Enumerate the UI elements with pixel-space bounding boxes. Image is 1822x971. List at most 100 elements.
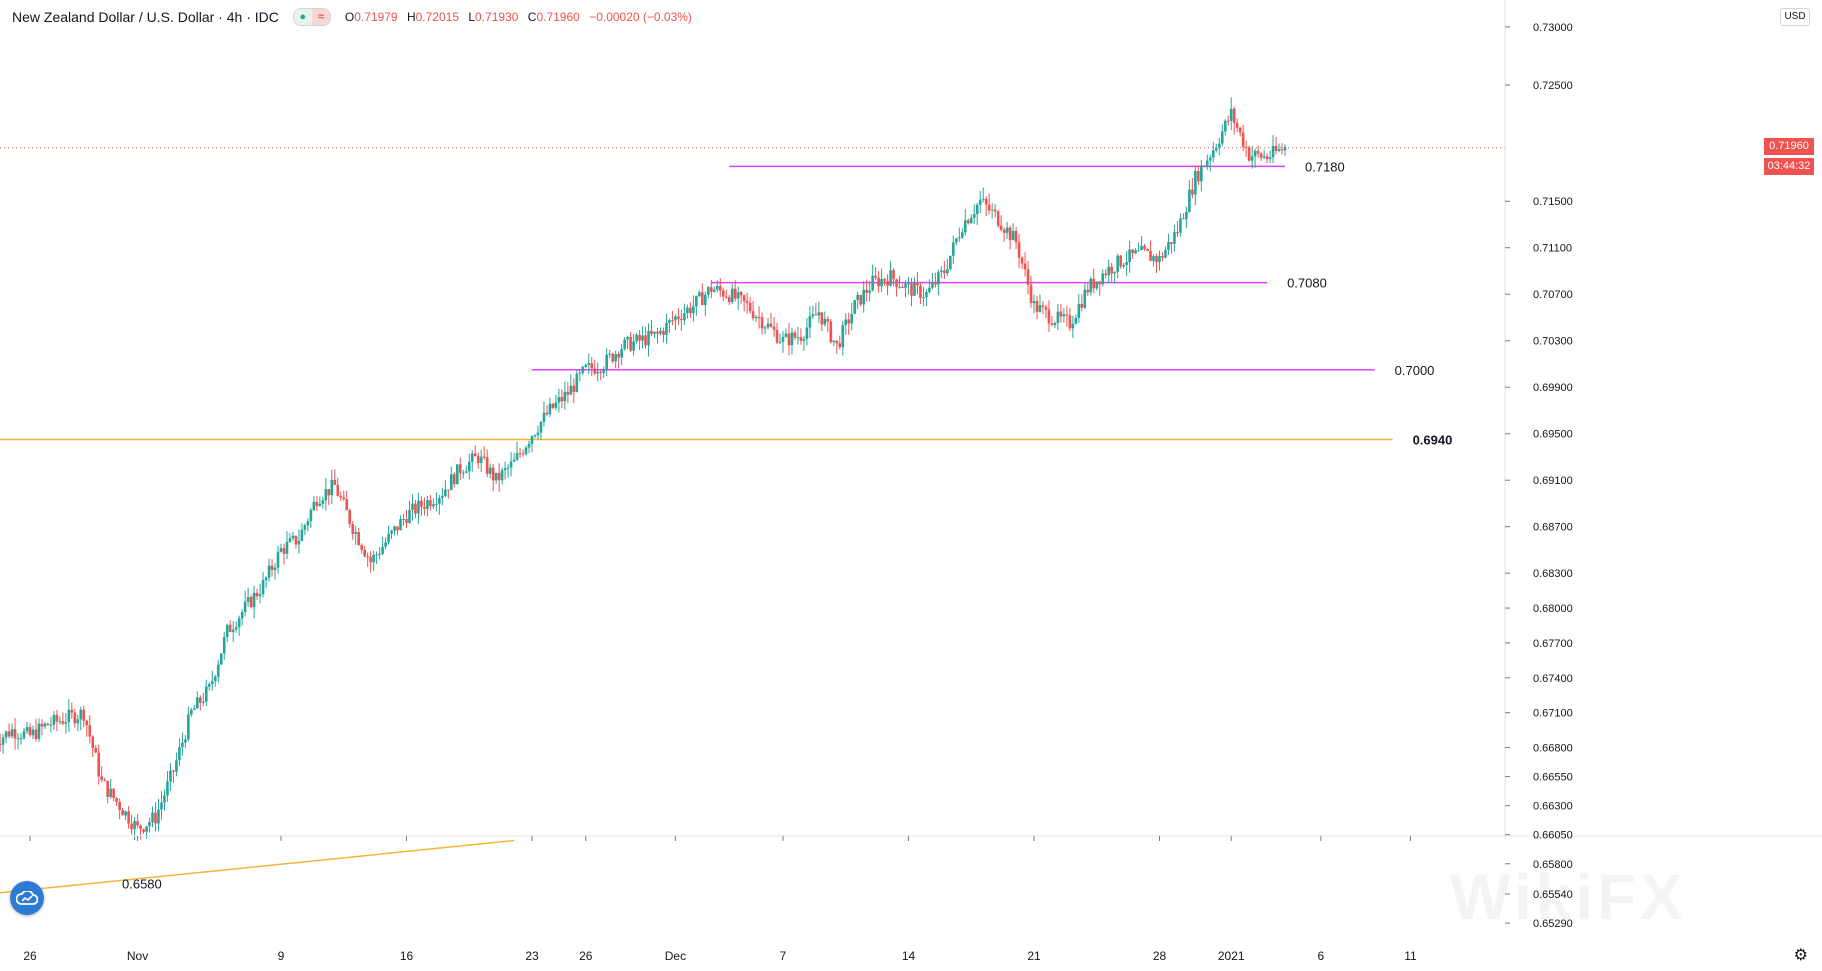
candle-body xyxy=(210,681,214,685)
candle-body xyxy=(124,811,127,816)
candle-body xyxy=(647,330,650,346)
candle xyxy=(121,808,124,816)
candle-body xyxy=(805,327,809,339)
candle-body xyxy=(1122,265,1125,267)
candle-body xyxy=(955,238,958,243)
candle-body xyxy=(850,313,854,324)
candle xyxy=(321,496,325,509)
candle xyxy=(447,489,450,499)
candle-body xyxy=(1020,257,1024,264)
candle xyxy=(560,389,564,408)
gear-icon[interactable]: ⚙ xyxy=(1793,947,1808,964)
candle-body xyxy=(868,290,871,293)
candle xyxy=(1152,254,1155,267)
candle-body xyxy=(441,496,444,498)
indicator-badge[interactable]: ● ≈ xyxy=(292,8,331,26)
candle xyxy=(390,529,393,540)
candle-body xyxy=(444,489,447,497)
candle xyxy=(638,330,641,350)
candle xyxy=(112,788,115,802)
candle-body xyxy=(136,821,139,826)
candle-body xyxy=(671,320,674,322)
candle xyxy=(360,543,363,554)
symbol-title[interactable]: New Zealand Dollar / U.S. Dollar · 4h · … xyxy=(12,9,279,25)
candle-body xyxy=(1089,278,1093,293)
candle xyxy=(172,769,175,784)
candle-body xyxy=(500,470,504,481)
candle-body xyxy=(515,453,519,460)
price-tick-label: 0.68700 xyxy=(1533,522,1573,534)
candle-body xyxy=(225,624,229,638)
candle-body xyxy=(1032,300,1036,304)
candle xyxy=(396,526,399,536)
candle xyxy=(689,302,692,318)
candle xyxy=(136,813,139,829)
candle xyxy=(659,327,662,336)
candle xyxy=(231,621,235,642)
candle-body xyxy=(799,337,803,341)
candle xyxy=(500,467,504,485)
candle-body xyxy=(246,596,250,602)
candle-body xyxy=(390,530,393,534)
candle-body xyxy=(718,286,722,291)
currency-button[interactable]: USD xyxy=(1780,8,1810,26)
candle-body xyxy=(653,331,656,334)
candle xyxy=(420,496,423,516)
low-value: 0.71930 xyxy=(475,10,519,24)
candle-body xyxy=(632,341,635,351)
candle xyxy=(73,708,77,728)
price-tick-label: 0.70700 xyxy=(1533,289,1573,301)
candle-body xyxy=(199,697,202,703)
candle-body xyxy=(485,457,489,474)
candle xyxy=(686,304,689,319)
candle-body xyxy=(823,318,827,325)
candle-body xyxy=(1220,131,1224,144)
candle-body xyxy=(0,743,2,745)
candle-body xyxy=(43,723,47,727)
candle-body xyxy=(1283,147,1287,151)
candle xyxy=(1146,248,1149,252)
candle-body xyxy=(73,712,77,724)
candle xyxy=(175,752,178,777)
candle xyxy=(1026,261,1030,295)
candle-body xyxy=(754,317,758,319)
candle-body xyxy=(420,500,423,507)
candle-body xyxy=(1235,123,1239,128)
candle-body xyxy=(506,467,510,469)
candle xyxy=(695,295,698,317)
candle xyxy=(957,227,961,242)
candle xyxy=(249,594,253,609)
candle xyxy=(1265,153,1269,164)
candle xyxy=(581,365,585,376)
candle-body xyxy=(790,332,794,346)
candle-body xyxy=(399,519,402,531)
candle xyxy=(925,289,928,307)
candle-body xyxy=(172,770,175,772)
price-tick-label: 0.73000 xyxy=(1533,22,1573,34)
candle-body xyxy=(7,731,11,737)
candle-body xyxy=(1137,250,1140,252)
candle-body xyxy=(925,292,928,298)
candle xyxy=(742,294,746,312)
candle xyxy=(748,296,752,314)
candle xyxy=(393,525,396,536)
candle-body xyxy=(49,724,53,726)
candle xyxy=(202,692,205,707)
candle xyxy=(103,777,107,782)
candle xyxy=(527,440,531,454)
candle xyxy=(1125,251,1128,277)
candle xyxy=(210,670,214,691)
tradingview-cloud-icon[interactable] xyxy=(10,881,44,915)
candle xyxy=(937,269,940,296)
open-value: 0.71979 xyxy=(354,10,398,24)
candle xyxy=(524,445,528,456)
candle-body xyxy=(103,779,107,781)
candle-body xyxy=(1068,315,1072,329)
candle-body xyxy=(300,529,304,541)
candle-body xyxy=(354,531,358,534)
candle-body xyxy=(10,729,14,737)
candle xyxy=(883,277,886,286)
candle xyxy=(721,287,725,301)
candle-body xyxy=(602,370,606,374)
